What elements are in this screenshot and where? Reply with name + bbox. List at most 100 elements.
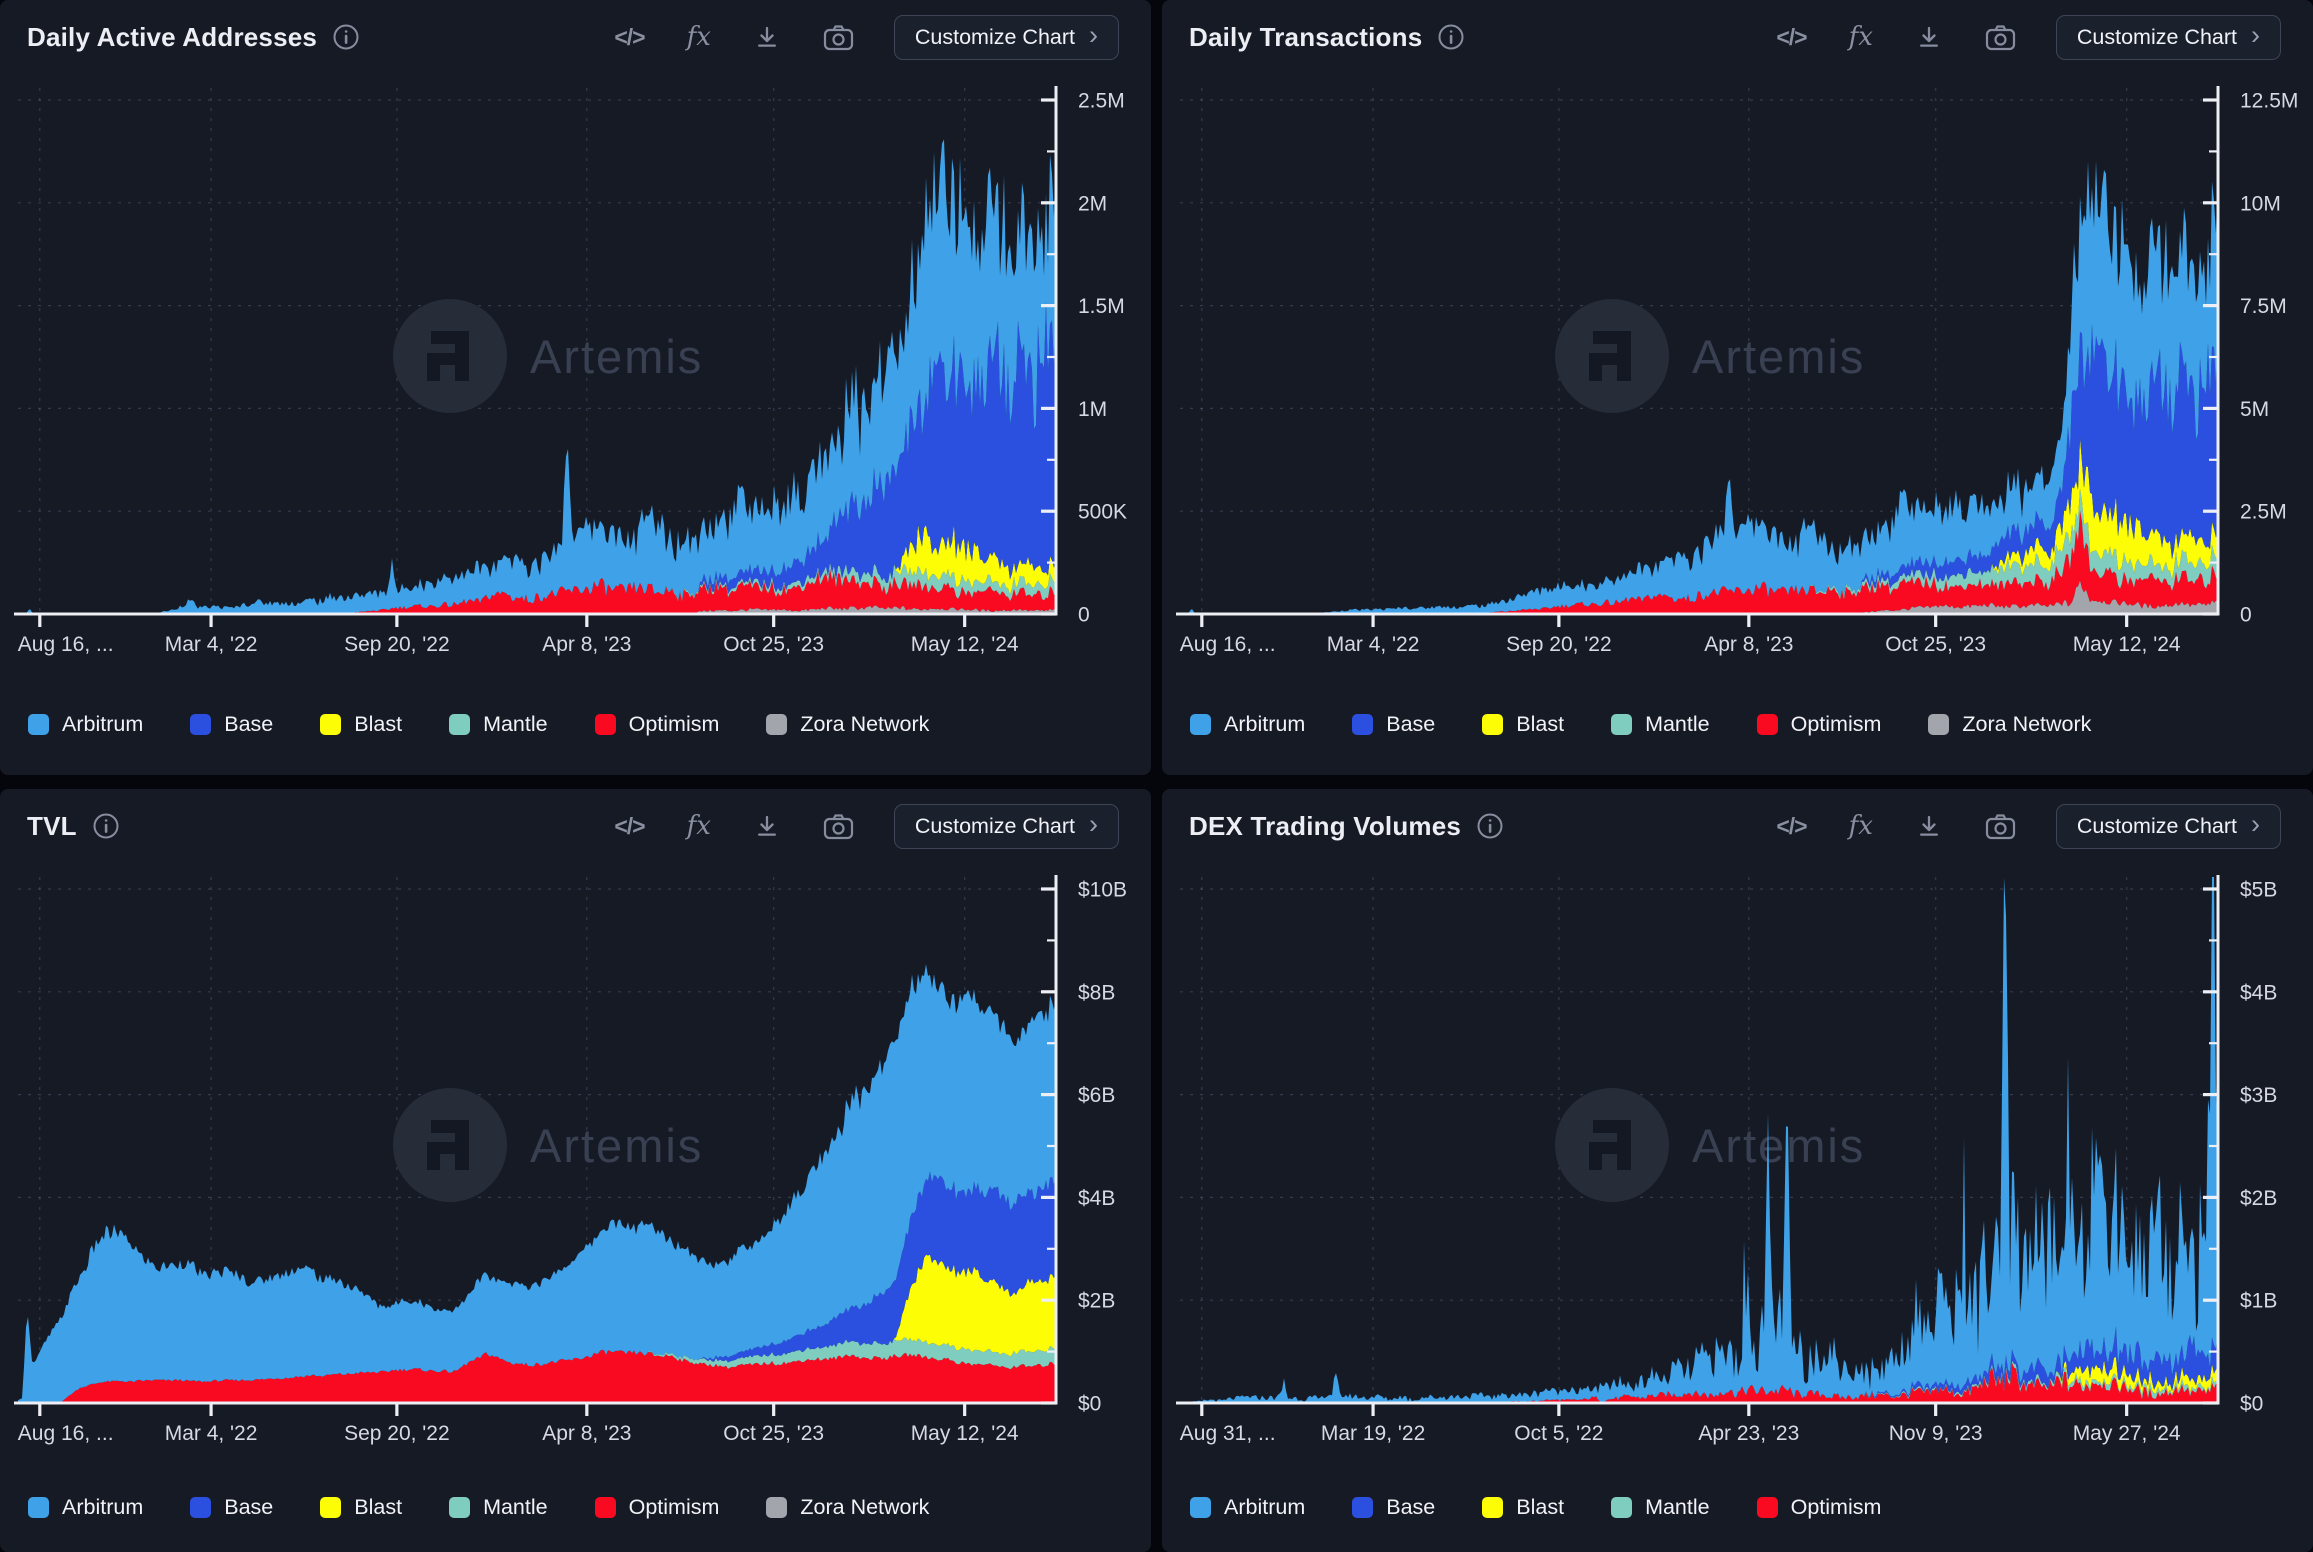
legend-swatch [28, 714, 49, 735]
legend-swatch [449, 1497, 471, 1518]
function-icon[interactable]: fx [1848, 811, 1873, 841]
legend-item-mantle[interactable]: Mantle [1611, 1495, 1710, 1520]
screenshot-icon[interactable] [1985, 24, 2016, 51]
y-tick-label: $0 [1078, 1393, 1101, 1416]
info-icon[interactable] [331, 22, 361, 52]
legend-label: Blast [354, 712, 403, 736]
customize-chart-button[interactable]: Customize Chart › [2055, 14, 2281, 60]
legend-item-optimism[interactable]: Optimism [594, 1495, 719, 1520]
y-tick-label: $1B [2240, 1290, 2277, 1313]
y-tick-label: $8B [1078, 981, 1115, 1004]
chart-toolbar: </> fx Customize Chart › [572, 803, 1119, 849]
legend-item-zora-network[interactable]: Zora Network [766, 1495, 929, 1520]
legend-label: Base [224, 1495, 274, 1519]
legend-swatch [1756, 714, 1778, 735]
function-icon[interactable]: fx [1848, 22, 1873, 52]
code-icon[interactable]: </> [1776, 23, 1807, 50]
info-icon[interactable] [1475, 811, 1505, 841]
legend-item-base[interactable]: Base [190, 1495, 273, 1520]
legend-item-arbitrum[interactable]: Arbitrum [28, 712, 143, 737]
artemis-watermark: Artemis [393, 1088, 703, 1202]
download-icon[interactable] [753, 23, 781, 51]
legend-swatch [1352, 714, 1374, 735]
legend-item-arbitrum[interactable]: Arbitrum [1190, 1495, 1305, 1520]
y-tick-label: $3B [2240, 1084, 2277, 1107]
legend-item-zora-network[interactable]: Zora Network [1928, 712, 2091, 737]
screenshot-icon[interactable] [823, 813, 854, 840]
customize-chart-label: Customize Chart [914, 813, 1075, 838]
legend-item-blast[interactable]: Blast [1482, 1495, 1564, 1520]
area-series-optimism [18, 568, 1056, 614]
legend-swatch [594, 714, 616, 735]
legend-swatch [320, 714, 342, 735]
download-icon[interactable] [1915, 23, 1943, 51]
area-series-optimism [1180, 1362, 2218, 1403]
legend-label: Base [224, 712, 274, 736]
chart-title: Daily Active Addresses [27, 21, 318, 52]
legend-item-mantle[interactable]: Mantle [1611, 712, 1710, 737]
legend-item-blast[interactable]: Blast [1482, 712, 1564, 737]
chart-toolbar: </> fx Customize Chart › [572, 14, 1119, 60]
customize-chart-button[interactable]: Customize Chart › [893, 14, 1119, 60]
legend-item-optimism[interactable]: Optimism [594, 712, 719, 737]
legend-item-arbitrum[interactable]: Arbitrum [1190, 712, 1305, 737]
legend-item-mantle[interactable]: Mantle [449, 1495, 548, 1520]
legend-item-base[interactable]: Base [190, 712, 273, 737]
download-icon[interactable] [753, 812, 781, 840]
chevron-right-icon: › [1089, 20, 1098, 50]
stacked-area-chart[interactable]: Artemis $0 $1B $2B $3B $4B $5B Aug 31, ... Mar 1… [1162, 863, 2313, 1463]
info-icon[interactable] [91, 811, 121, 841]
legend-item-mantle[interactable]: Mantle [449, 712, 548, 737]
y-tick-label: 1M [1078, 398, 1107, 421]
legend-item-optimism[interactable]: Optimism [1756, 712, 1882, 737]
x-tick-label: May 12, '24 [911, 633, 1019, 656]
legend-item-optimism[interactable]: Optimism [1756, 1495, 1882, 1520]
legend-item-blast[interactable]: Blast [320, 1495, 402, 1520]
customize-chart-button[interactable]: Customize Chart › [2055, 803, 2281, 849]
function-icon[interactable]: fx [686, 811, 711, 841]
legend-label: Base [1386, 712, 1436, 736]
y-tick-label: $2B [2240, 1187, 2277, 1210]
code-icon[interactable]: </> [614, 23, 645, 50]
x-tick-label: Sep 20, '22 [344, 633, 450, 656]
legend-item-blast[interactable]: Blast [320, 712, 402, 737]
code-icon[interactable]: </> [1776, 812, 1807, 839]
stacked-area-chart[interactable]: Artemis $0 $2B $4B $6B $8B $10B Aug 16, ... Mar … [0, 863, 1151, 1463]
y-tick-label: 1.5M [1078, 295, 1125, 318]
legend-label: Base [1386, 1495, 1436, 1519]
x-tick-label: Mar 4, '22 [165, 1422, 258, 1445]
legend-item-base[interactable]: Base [1352, 712, 1435, 737]
screenshot-icon[interactable] [1985, 813, 2016, 840]
legend-item-zora-network[interactable]: Zora Network [766, 712, 929, 737]
legend-label: Arbitrum [62, 712, 144, 736]
watermark-text: Artemis [1692, 1119, 1865, 1172]
legend-swatch [766, 714, 788, 735]
legend-label: Arbitrum [1224, 1495, 1306, 1519]
chart-legend: Arbitrum Base Blast Mantle Optimism [1162, 1463, 2313, 1552]
watermark-text: Artemis [530, 1119, 703, 1172]
legend-label: Optimism [1790, 712, 1882, 736]
legend-item-arbitrum[interactable]: Arbitrum [28, 1495, 143, 1520]
legend-item-base[interactable]: Base [1352, 1495, 1435, 1520]
stacked-area-chart[interactable]: Artemis 0 500K 1M 1.5M 2M 2.5M Aug 16, ... Mar 4… [0, 74, 1151, 674]
code-icon[interactable]: </> [614, 812, 645, 839]
panel-header: TVL </> fx Customize Chart › [0, 789, 1151, 863]
download-icon[interactable] [1915, 812, 1943, 840]
function-icon[interactable]: fx [686, 22, 711, 52]
chart-area: Artemis 0 2.5M 5M 7.5M 10M 12.5M Aug 16, ... Mar… [1162, 74, 2313, 674]
panel-header: DEX Trading Volumes </> fx Customize Cha… [1162, 789, 2313, 863]
customize-chart-button[interactable]: Customize Chart › [893, 803, 1119, 849]
legend-label: Blast [1516, 1495, 1565, 1519]
screenshot-icon[interactable] [823, 24, 854, 51]
x-tick-label: Mar 4, '22 [1327, 633, 1420, 656]
x-tick-label: Aug 16, ... [1180, 633, 1276, 656]
y-tick-label: $2B [1078, 1290, 1115, 1313]
legend-label: Arbitrum [1224, 712, 1306, 736]
y-tick-label: 500K [1078, 501, 1127, 524]
area-series-mantle [1180, 488, 2218, 614]
info-icon[interactable] [1436, 22, 1466, 52]
artemis-watermark: Artemis [1555, 299, 1863, 413]
stacked-area-chart[interactable]: Artemis 0 2.5M 5M 7.5M 10M 12.5M Aug 16, ... Mar… [1162, 74, 2313, 674]
legend-label: Optimism [1790, 1495, 1882, 1519]
